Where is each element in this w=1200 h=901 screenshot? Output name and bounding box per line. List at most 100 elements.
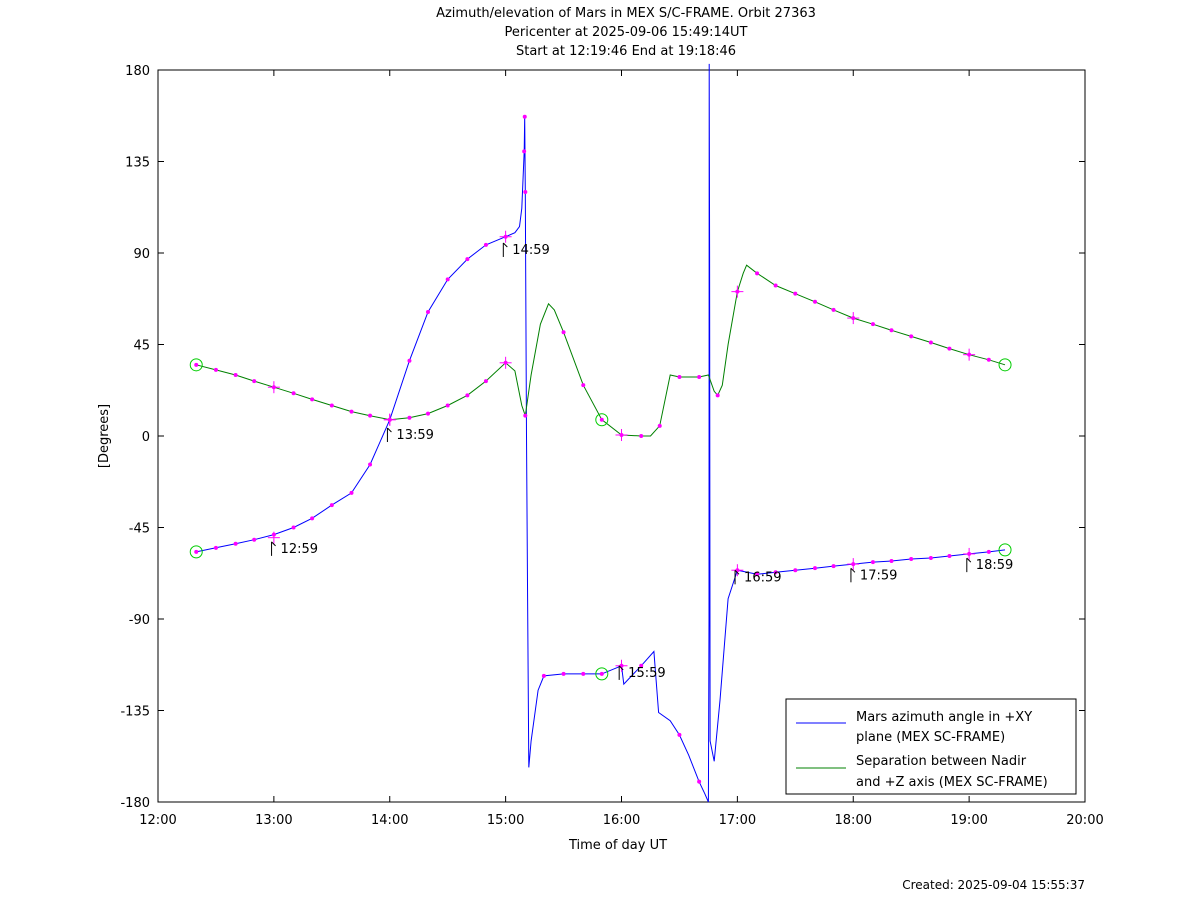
series-point	[793, 568, 798, 573]
series-point	[813, 299, 818, 304]
x-tick-label: 13:00	[255, 813, 292, 828]
time-annotation: 14:59	[512, 243, 549, 258]
annotation-arrow-head	[618, 665, 624, 671]
series-point	[483, 379, 488, 384]
x-tick-label: 14:00	[371, 813, 408, 828]
series-point	[561, 330, 566, 335]
series-point	[677, 732, 682, 737]
annotation-arrow-head	[271, 541, 276, 547]
series-point	[561, 671, 566, 676]
series-point	[425, 309, 430, 314]
series-point	[523, 190, 528, 194]
series-point	[909, 557, 914, 562]
series-point	[233, 373, 238, 377]
series-point	[870, 560, 875, 565]
legend-label-separation-line-1: Separation between Nadir	[856, 754, 1027, 769]
series-point	[599, 671, 604, 676]
y-tick-label: 135	[125, 156, 150, 171]
series-point	[947, 553, 952, 558]
endpoint-circle	[595, 413, 609, 427]
series-point	[329, 403, 334, 408]
series-point	[291, 525, 296, 530]
chart-title-line-2: Pericenter at 2025-09-06 15:49:14UT	[504, 25, 747, 40]
series-point	[368, 462, 373, 467]
series-point	[465, 257, 470, 262]
series-point	[889, 559, 894, 564]
series-line-separation	[196, 264, 1006, 437]
series-point	[541, 673, 546, 678]
series-point	[581, 671, 586, 676]
endpoint-circle	[998, 543, 1012, 557]
series-point	[522, 149, 527, 154]
y-tick-label: -180	[120, 796, 150, 811]
series-point	[831, 564, 836, 569]
series-point	[697, 779, 702, 784]
series-point	[213, 545, 218, 550]
series-point	[368, 413, 373, 418]
time-annotation: 12:59	[281, 542, 318, 557]
time-annotation: 16:59	[744, 570, 781, 585]
series-point	[233, 541, 238, 546]
y-axis-label: [Degrees]	[97, 404, 112, 468]
annotation-arrow-head	[387, 427, 392, 433]
series-point	[755, 271, 760, 276]
y-tick-label: 45	[133, 339, 150, 354]
series-point	[657, 423, 662, 428]
series-point	[928, 340, 933, 345]
legend-label-separation-line-2: and +Z axis (MEX SC-FRAME)	[856, 775, 1048, 790]
created-timestamp: Created: 2025-09-04 15:55:37	[902, 878, 1085, 892]
series-point	[599, 417, 604, 422]
x-axis-label: Time of day UT	[568, 838, 667, 853]
series-point	[291, 391, 296, 396]
series-point	[252, 537, 257, 542]
series-point	[677, 375, 682, 380]
series-point	[813, 566, 818, 571]
series-point	[831, 307, 836, 312]
series-point	[986, 357, 991, 362]
x-tick-label: 15:00	[487, 813, 524, 828]
time-annotation: 13:59	[396, 428, 433, 443]
series-point	[909, 334, 914, 339]
marker-layer	[189, 114, 1012, 784]
series-point	[483, 242, 488, 247]
series-point	[425, 411, 430, 416]
series-point	[523, 413, 528, 418]
time-annotation: 18:59	[976, 558, 1013, 573]
series-point	[986, 549, 991, 554]
series-point	[310, 397, 315, 402]
chart-title: Azimuth/elevation of Mars in MEX S/C-FRA…	[436, 6, 816, 59]
x-tick-label: 12:00	[139, 813, 176, 828]
x-tick-label: 18:00	[835, 813, 872, 828]
series-point	[445, 277, 450, 282]
series-point	[407, 415, 412, 420]
series-point	[639, 663, 644, 668]
series-point	[581, 383, 586, 388]
series-point	[522, 114, 527, 119]
series-point	[349, 409, 354, 414]
y-tick-label: -135	[120, 705, 150, 720]
x-axis-ticks: 12:00 13:00 14:00 15:00 16:00 17:00 18:00 19:00…	[139, 70, 1104, 828]
series-point	[889, 328, 894, 333]
legend-label-azimuth-line-1: Mars azimuth angle in +XY	[856, 710, 1032, 725]
y-tick-label: 0	[142, 430, 150, 445]
endpoint-circle	[595, 667, 609, 681]
annotation-arrow-head	[850, 567, 856, 573]
endpoint-circle	[189, 358, 203, 372]
endpoint-circle	[189, 545, 203, 559]
y-axis-ticks: 180 135 90 45 0 -45 -90 -135 -180	[120, 64, 1085, 811]
legend: Mars azimuth angle in +XY plane (MEX SC-…	[785, 698, 1077, 795]
series-point	[213, 367, 218, 372]
series-point	[194, 549, 199, 554]
time-annotation: 17:59	[860, 568, 897, 583]
series-point	[465, 393, 470, 398]
annotation-arrow-head	[734, 569, 740, 575]
series-point	[947, 346, 952, 351]
annotation-arrow-head	[502, 242, 508, 248]
endpoint-circle	[998, 358, 1012, 372]
series-point	[773, 570, 778, 575]
y-tick-label: -45	[129, 522, 150, 537]
series-point	[870, 322, 875, 327]
x-tick-label: 20:00	[1066, 813, 1103, 828]
x-tick-label: 17:00	[719, 813, 756, 828]
